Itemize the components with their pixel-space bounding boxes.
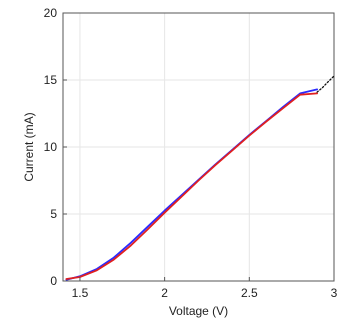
series-line-1 bbox=[66, 93, 317, 279]
y-axis-label: Current (mA) bbox=[22, 112, 36, 181]
series-layer bbox=[66, 76, 334, 280]
x-tick-label: 2.5 bbox=[241, 286, 258, 300]
y-tick-label: 20 bbox=[44, 6, 58, 20]
x-tick-label: 3 bbox=[331, 286, 337, 300]
series-line-0 bbox=[66, 89, 317, 279]
x-axis-label: Voltage (V) bbox=[169, 304, 228, 318]
x-tick-label: 1.5 bbox=[72, 286, 89, 300]
series-line-2 bbox=[317, 76, 334, 92]
x-tick-label: 2 bbox=[161, 286, 168, 300]
tick-layer: 1.5 2 2.5 3 0 5 10 15 20 bbox=[44, 6, 337, 300]
y-tick-label: 0 bbox=[50, 274, 57, 288]
y-tick-label: 5 bbox=[50, 207, 57, 221]
y-tick-label: 10 bbox=[44, 140, 58, 154]
y-tick-label: 15 bbox=[44, 73, 58, 87]
grid-layer bbox=[63, 13, 334, 281]
